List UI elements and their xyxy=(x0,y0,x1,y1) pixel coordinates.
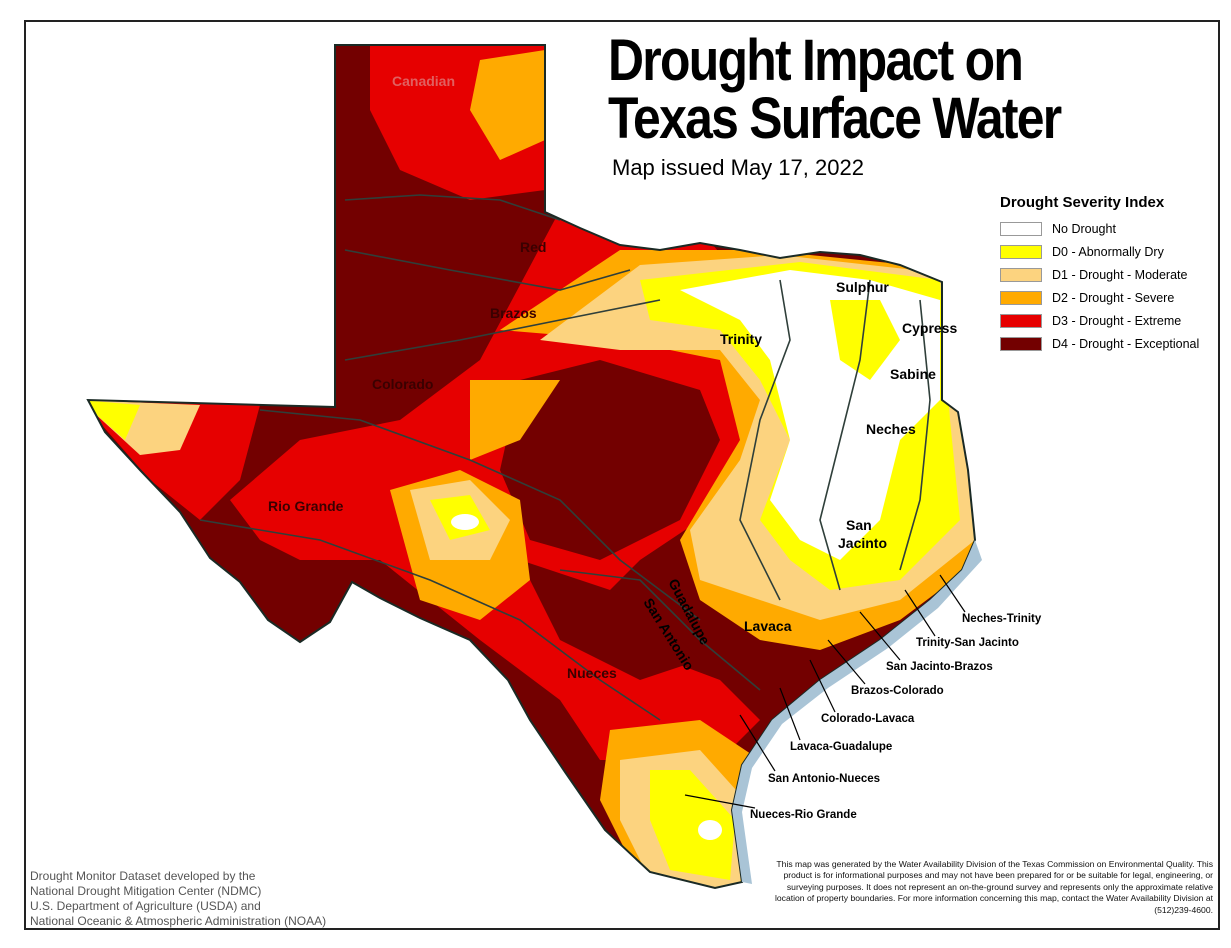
map-title: Drought Impact on Texas Surface Water xyxy=(608,28,1062,151)
legend-label: D4 - Drought - Exceptional xyxy=(1052,336,1200,351)
coastal-basin-san-antonio-nueces: San Antonio-Nueces xyxy=(768,773,880,785)
d0-region xyxy=(650,770,735,880)
title-line-1: Drought Impact on xyxy=(608,28,1024,93)
legend-item-d1: D1 - Drought - Moderate xyxy=(1000,263,1199,286)
no-drought-region xyxy=(698,820,722,840)
legend-label: D3 - Drought - Extreme xyxy=(1052,313,1182,328)
basin-label-canadian: Canadian xyxy=(392,73,455,89)
coastal-basin-nueces-rio-grande: Nueces-Rio Grande xyxy=(750,809,857,821)
legend-item-d2: D2 - Drought - Severe xyxy=(1000,286,1199,309)
legend-label: D0 - Abnormally Dry xyxy=(1052,244,1164,259)
coastal-basin-colorado-lavaca: Colorado-Lavaca xyxy=(821,713,915,725)
basin-label-colorado: Colorado xyxy=(372,376,433,392)
credit-line: Drought Monitor Dataset developed by the xyxy=(30,869,256,883)
disclaimer: This map was generated by the Water Avai… xyxy=(774,859,1213,915)
d0-region xyxy=(830,300,900,380)
basin-label-sulphur: Sulphur xyxy=(836,279,889,295)
d4-region xyxy=(520,560,700,680)
legend-item-d0: D0 - Abnormally Dry xyxy=(1000,240,1199,263)
legend: Drought Severity Index No Drought D0 - A… xyxy=(1000,194,1199,355)
basin-label-cypress: Cypress xyxy=(902,320,957,336)
map-frame xyxy=(24,20,1220,930)
credit-line: National Drought Mitigation Center (NDMC… xyxy=(30,884,262,898)
d0-region xyxy=(88,400,140,440)
legend-title: Drought Severity Index xyxy=(1000,194,1165,211)
basin-label-nueces: Nueces xyxy=(567,665,617,681)
legend-item-d3: D3 - Drought - Extreme xyxy=(1000,309,1199,332)
legend-item-d4: D4 - Drought - Exceptional xyxy=(1000,332,1199,355)
legend-swatch xyxy=(1000,336,1042,351)
coastal-basin-neches-trinity: Neches-Trinity xyxy=(962,613,1042,625)
basin-label-lavaca: Lavaca xyxy=(744,618,792,634)
coastal-basin-lavaca-guadalupe: Lavaca-Guadalupe xyxy=(790,741,892,753)
basin-label-rio-grande: Rio Grande xyxy=(268,498,344,514)
legend-item-no-drought: No Drought xyxy=(1000,217,1199,240)
legend-swatch xyxy=(1000,244,1042,259)
basin-boundaries xyxy=(199,194,931,721)
basin-label-san-jacinto-line2: Jacinto xyxy=(838,535,887,551)
data-credit: Drought Monitor Dataset developed by the… xyxy=(30,869,326,929)
no-drought-region xyxy=(451,514,479,530)
legend-label: D1 - Drought - Moderate xyxy=(1052,267,1188,282)
legend-swatch xyxy=(1000,221,1042,236)
legend-swatch xyxy=(1000,290,1042,305)
basin-label-brazos: Brazos xyxy=(490,305,537,321)
coastal-basin-san-jacinto-brazos: San Jacinto-Brazos xyxy=(886,661,993,673)
credit-line: U.S. Department of Agriculture (USDA) an… xyxy=(30,899,261,913)
basin-label-trinity: Trinity xyxy=(720,331,762,347)
d2-region xyxy=(470,50,545,160)
basin-label-red: Red xyxy=(520,239,546,255)
title-line-2: Texas Surface Water xyxy=(608,86,1062,151)
credit-line: National Oceanic & Atmospheric Administr… xyxy=(30,914,327,928)
d4-region xyxy=(500,360,720,560)
issued-date: Map issued May 17, 2022 xyxy=(612,155,864,180)
basin-label-san-jacinto-line1: San xyxy=(846,517,872,533)
gulf-coast-water xyxy=(732,540,982,884)
basin-label-sabine: Sabine xyxy=(890,366,936,382)
coastal-basin-brazos-colorado: Brazos-Colorado xyxy=(851,685,944,697)
d2-region xyxy=(470,380,560,460)
legend-swatch xyxy=(1000,267,1042,282)
basin-label-neches: Neches xyxy=(866,421,916,437)
coastal-leader-lines xyxy=(684,574,966,809)
legend-label: D2 - Drought - Severe xyxy=(1052,290,1175,305)
legend-swatch xyxy=(1000,313,1042,328)
legend-label: No Drought xyxy=(1052,221,1116,236)
coastal-basin-trinity-san-jacinto: Trinity-San Jacinto xyxy=(916,637,1019,649)
